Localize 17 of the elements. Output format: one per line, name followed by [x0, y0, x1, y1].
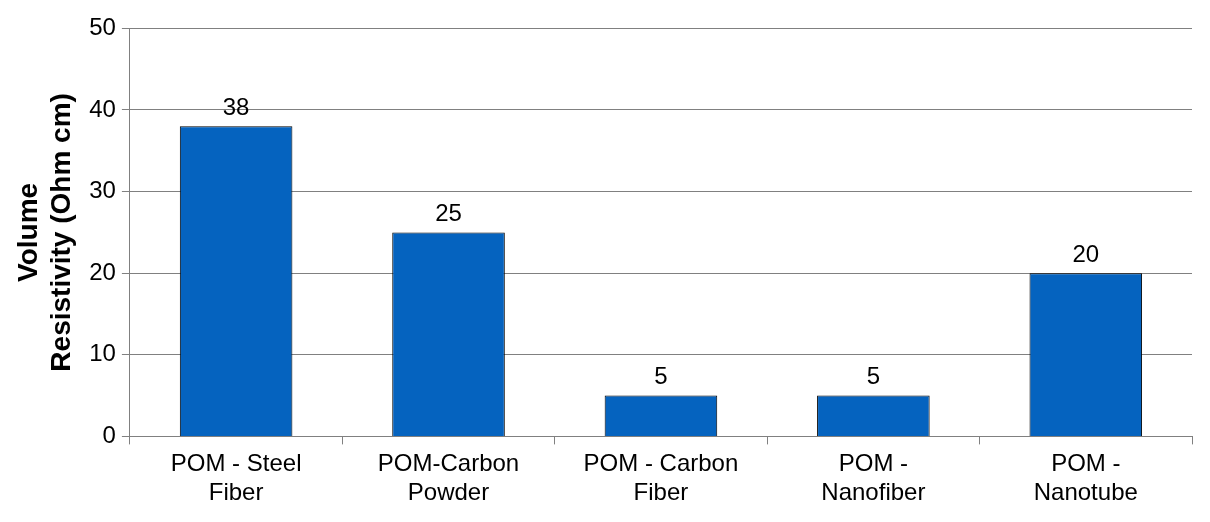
y-tick-label: 50: [89, 13, 116, 41]
y-tick-label: 40: [89, 94, 116, 122]
y-axis-title: Volume Resistivity (Ohm cm): [11, 93, 77, 372]
y-tick-label: 30: [89, 176, 116, 204]
data-label: 38: [222, 92, 250, 120]
x-tick-label: POM - Nanotube: [1033, 449, 1138, 506]
data-label: 25: [435, 199, 462, 227]
y-tick-label: 0: [102, 421, 116, 449]
x-tick-label: POM - Nanofiber: [821, 449, 926, 506]
x-tick-label: POM - Steel Fiber: [170, 449, 302, 506]
y-tick-label: 10: [89, 339, 116, 367]
data-label: 5: [866, 362, 881, 390]
x-tick-label: POM - Carbon Fiber: [583, 449, 739, 506]
data-label: 5: [654, 362, 668, 390]
y-tick-label: 20: [89, 257, 116, 285]
x-tick-label: POM-Carbon Powder: [377, 449, 520, 506]
data-label: 20: [1072, 239, 1100, 267]
